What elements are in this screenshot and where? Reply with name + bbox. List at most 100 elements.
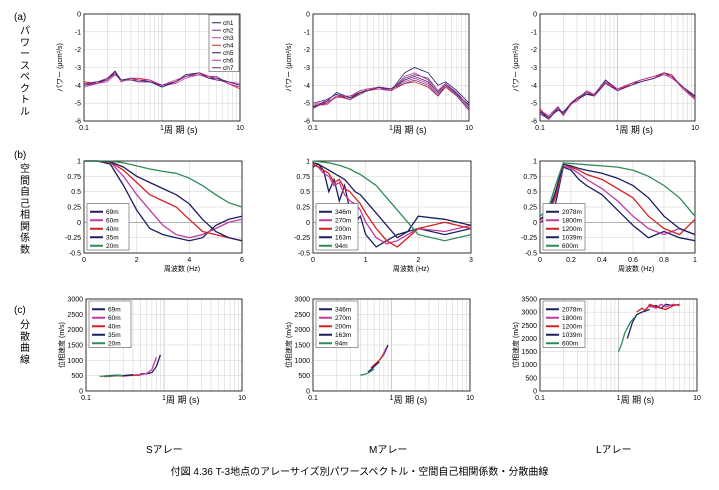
x-tick-label: 1 <box>617 395 621 402</box>
y-tick-label: 1 <box>306 159 310 166</box>
y-tick-label: 1500 <box>67 343 83 350</box>
legend-entry: 600m <box>562 243 578 250</box>
x-axis-label: 周 期 (s) <box>164 125 198 135</box>
x-tick-label: 1 <box>364 257 368 264</box>
x-tick-label: 1 <box>160 125 164 132</box>
legend-entry: 1800m <box>562 217 582 224</box>
y-tick-label: 3000 <box>521 310 537 317</box>
x-tick-label: 0 <box>311 257 315 264</box>
x-axis-label: 周 期 (s) <box>619 125 653 135</box>
y-tick-label: -4 <box>531 83 537 90</box>
series-line-1800m <box>644 303 680 310</box>
y-tick-label: 0.75 <box>67 174 81 181</box>
y-tick-label: 500 <box>71 373 83 380</box>
x-axis-label: 周波数 (Hz) <box>618 264 654 273</box>
series-line-600m <box>617 316 635 352</box>
y-tick-label: -5 <box>531 101 537 108</box>
y-tick-label: -0.25 <box>65 235 81 242</box>
plot-frame <box>83 13 241 122</box>
y-tick-label: 0 <box>306 389 310 396</box>
legend-entry: 94m <box>335 243 348 250</box>
legend-entry: ch7 <box>223 65 234 72</box>
y-tick-label: 1 <box>533 159 537 166</box>
y-tick-label: 1000 <box>67 358 83 365</box>
x-tick-label: 0.1 <box>535 395 545 402</box>
y-tick-label: 0.5 <box>71 189 81 196</box>
legend-entry: 1200m <box>562 226 582 233</box>
plot-frame <box>312 13 470 122</box>
plot-frame <box>312 298 471 392</box>
legend-entry: ch4 <box>223 42 234 49</box>
chart-a-S: 0 -1 -2 -3 -4 -5 -60.1 1 10 周 期 (s) パワー (μcm²/s) ch… <box>56 12 244 136</box>
y-tick-label: 1000 <box>521 362 537 369</box>
series-line-200m <box>312 163 472 248</box>
y-tick-label: -0.5 <box>298 251 310 258</box>
legend-box <box>208 14 240 72</box>
legend-entry: 1800m <box>562 315 582 322</box>
x-tick-label: 0.1 <box>535 125 545 132</box>
plot-frame <box>539 13 696 122</box>
x-tick-label: 0.1 <box>308 395 318 402</box>
legend-entry: 163m <box>335 234 351 241</box>
y-tick-label: -3 <box>75 65 81 72</box>
y-tick-label: -2 <box>75 47 81 54</box>
chart-a-L: 0 -1 -2 -3 -4 -5 -60.1 1 10 周 期 (s) パワー (μcm²/s) <box>512 12 699 136</box>
x-tick-label: 0.8 <box>659 257 669 264</box>
y-tick-label: 0.25 <box>296 205 310 212</box>
legend-entry: 200m <box>335 323 351 330</box>
series-line-ch7 <box>539 72 696 120</box>
y-axis-label: パワー (μcm²/s) <box>285 43 293 92</box>
series-line-69m <box>84 160 243 242</box>
legend-entry: 270m <box>335 217 351 224</box>
series-line-ch6 <box>539 74 696 117</box>
x-tick-label: 0 <box>538 257 542 264</box>
row-title-c: 分散曲線 <box>20 320 30 366</box>
y-tick-label: -6 <box>304 119 310 126</box>
row-label-a: (a) <box>14 12 27 23</box>
y-tick-label: -6 <box>531 119 537 126</box>
y-tick-label: 2000 <box>67 327 83 334</box>
legend-entry: ch6 <box>223 57 234 64</box>
y-tick-label: 3000 <box>294 297 310 304</box>
x-tick-label: 2 <box>416 257 420 264</box>
x-tick-label: 10 <box>691 125 699 132</box>
y-tick-label: 1000 <box>294 358 310 365</box>
y-tick-label: 0 <box>306 220 310 227</box>
x-tick-label: 1 <box>693 257 697 264</box>
legend-entry: 60m <box>106 217 119 224</box>
y-tick-label: 1500 <box>521 349 537 356</box>
x-tick-label: 10 <box>238 395 246 402</box>
legend-entry: 40m <box>108 323 121 330</box>
row-title-a: パワースペクトル <box>20 26 30 118</box>
series-line-ch7 <box>312 79 470 111</box>
plot-frame <box>85 298 243 392</box>
array-label-m: Mアレー <box>369 445 408 456</box>
x-tick-label: 0 <box>82 257 86 264</box>
series-line-20m <box>84 160 243 208</box>
y-tick-label: 0.5 <box>527 189 537 196</box>
y-tick-label: 2500 <box>67 312 83 319</box>
y-tick-label: 500 <box>298 373 310 380</box>
x-tick-label: 1 <box>389 125 393 132</box>
x-tick-label: 1 <box>616 125 620 132</box>
grid <box>313 14 469 121</box>
series-line-1800m <box>539 165 696 236</box>
legend-entry: 40m <box>106 226 119 233</box>
chart-c-M: 3000 2500 2000 1500 1000 500 00.1 1 10 周 期 (s) 位相速… <box>284 297 474 406</box>
y-tick-label: -0.25 <box>294 235 310 242</box>
series-line-1039m <box>539 163 696 236</box>
y-axis-label: パワー (μcm²/s) <box>56 43 64 92</box>
x-tick-label: 10 <box>693 395 701 402</box>
y-tick-label: 1500 <box>294 343 310 350</box>
x-tick-label: 2 <box>135 257 139 264</box>
legend-entry: 600m <box>562 340 578 347</box>
row-label-c: (c) <box>14 305 26 316</box>
y-axis-label: 位相速度 (m/s) <box>57 322 66 368</box>
y-tick-label: 2000 <box>521 336 537 343</box>
